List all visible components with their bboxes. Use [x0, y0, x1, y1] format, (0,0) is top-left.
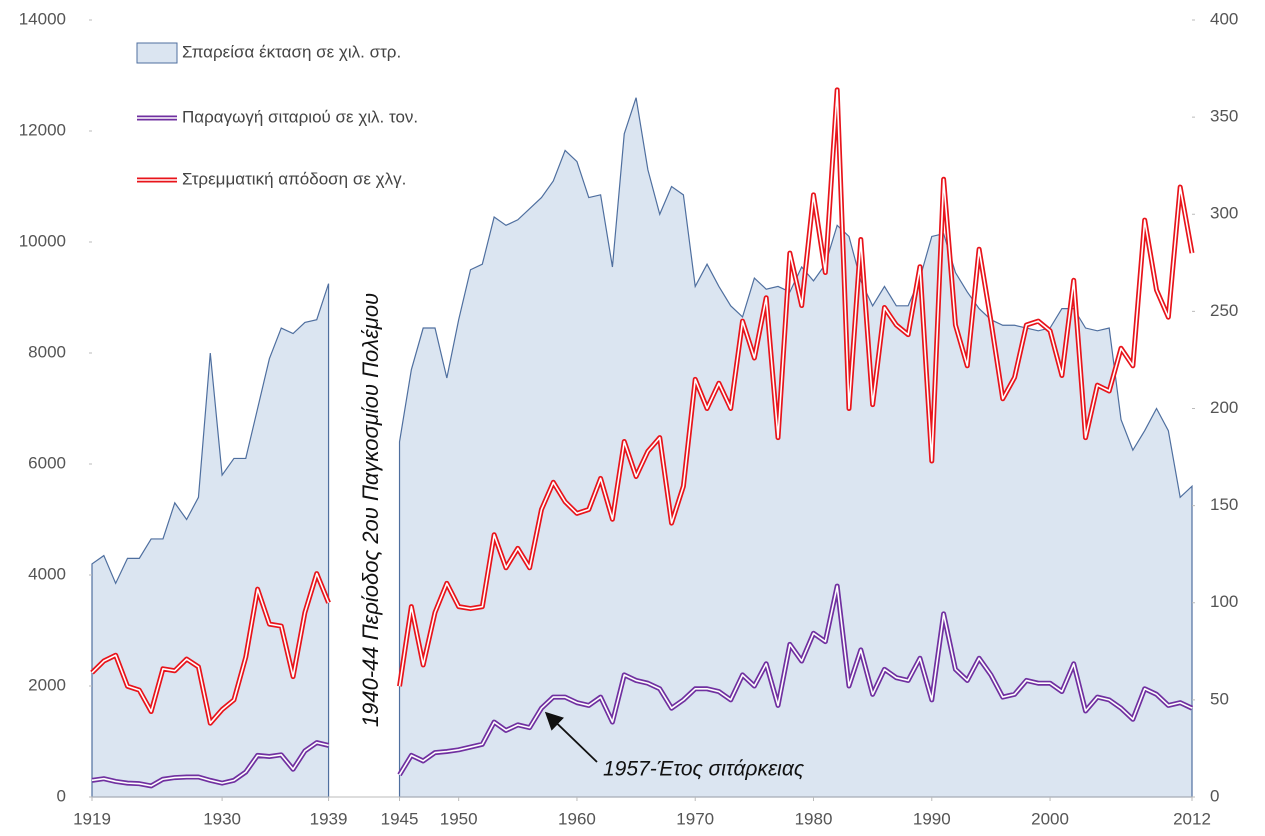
- y-tick-label: 8000: [28, 342, 66, 361]
- plot: 0 2000 4000 6000 8000 10000 12000 14000 0 50 100 15…: [19, 9, 1239, 828]
- y2-tick-label: 150: [1210, 495, 1238, 514]
- x-tick-label: 1919: [73, 809, 111, 828]
- x-tick-label: 1960: [558, 809, 596, 828]
- y-tick-label: 12000: [19, 120, 66, 139]
- legend-label: Παραγωγή σιταριού σε χιλ. τον.: [182, 107, 418, 126]
- war-note: 1940-44 Περίοδος 2ου Παγκοσμίου Πολέμου: [358, 293, 383, 727]
- y-tick-label: 14000: [19, 9, 66, 28]
- y2-tick-label: 400: [1210, 9, 1238, 28]
- x-tick-label: 1990: [913, 809, 951, 828]
- y2-tick-label: 250: [1210, 301, 1238, 320]
- y-tick-label: 0: [57, 786, 66, 805]
- annotation-arrow: [544, 711, 598, 763]
- x-tick-label: 1945: [381, 809, 419, 828]
- legend-label: Στρεμματική απόδοση σε χλγ.: [182, 169, 406, 188]
- annotation: 1957-Έτος σιτάρκειας: [603, 758, 805, 781]
- y2-tick-label: 300: [1210, 204, 1238, 223]
- y-tick-label: 4000: [28, 564, 66, 583]
- line-inner: [91, 89, 1193, 724]
- x-tick-label: 1970: [676, 809, 714, 828]
- y-tick-label: 6000: [28, 453, 66, 472]
- line-inner: [91, 585, 1193, 787]
- x-tick-label: 2000: [1031, 809, 1069, 828]
- x-tick-label: 1930: [203, 809, 241, 828]
- area: [398, 97, 1193, 798]
- x-tick-label: 1950: [440, 809, 478, 828]
- x-tick-label: 1980: [795, 809, 833, 828]
- x-tick-label: 1939: [310, 809, 348, 828]
- x-tick-label: 2012: [1173, 809, 1211, 828]
- y2-tick-label: 200: [1210, 398, 1238, 417]
- y2-tick-label: 50: [1210, 689, 1229, 708]
- y2-tick-label: 100: [1210, 592, 1238, 611]
- y2-tick-label: 350: [1210, 107, 1238, 126]
- y-tick-label: 2000: [28, 675, 66, 694]
- area: [91, 283, 330, 798]
- y-tick-label: 10000: [19, 231, 66, 250]
- legend-swatch: [136, 42, 178, 64]
- y2-tick-label: 0: [1210, 786, 1219, 805]
- legend-label: Σπαρείσα έκταση σε χιλ. στρ.: [182, 42, 401, 61]
